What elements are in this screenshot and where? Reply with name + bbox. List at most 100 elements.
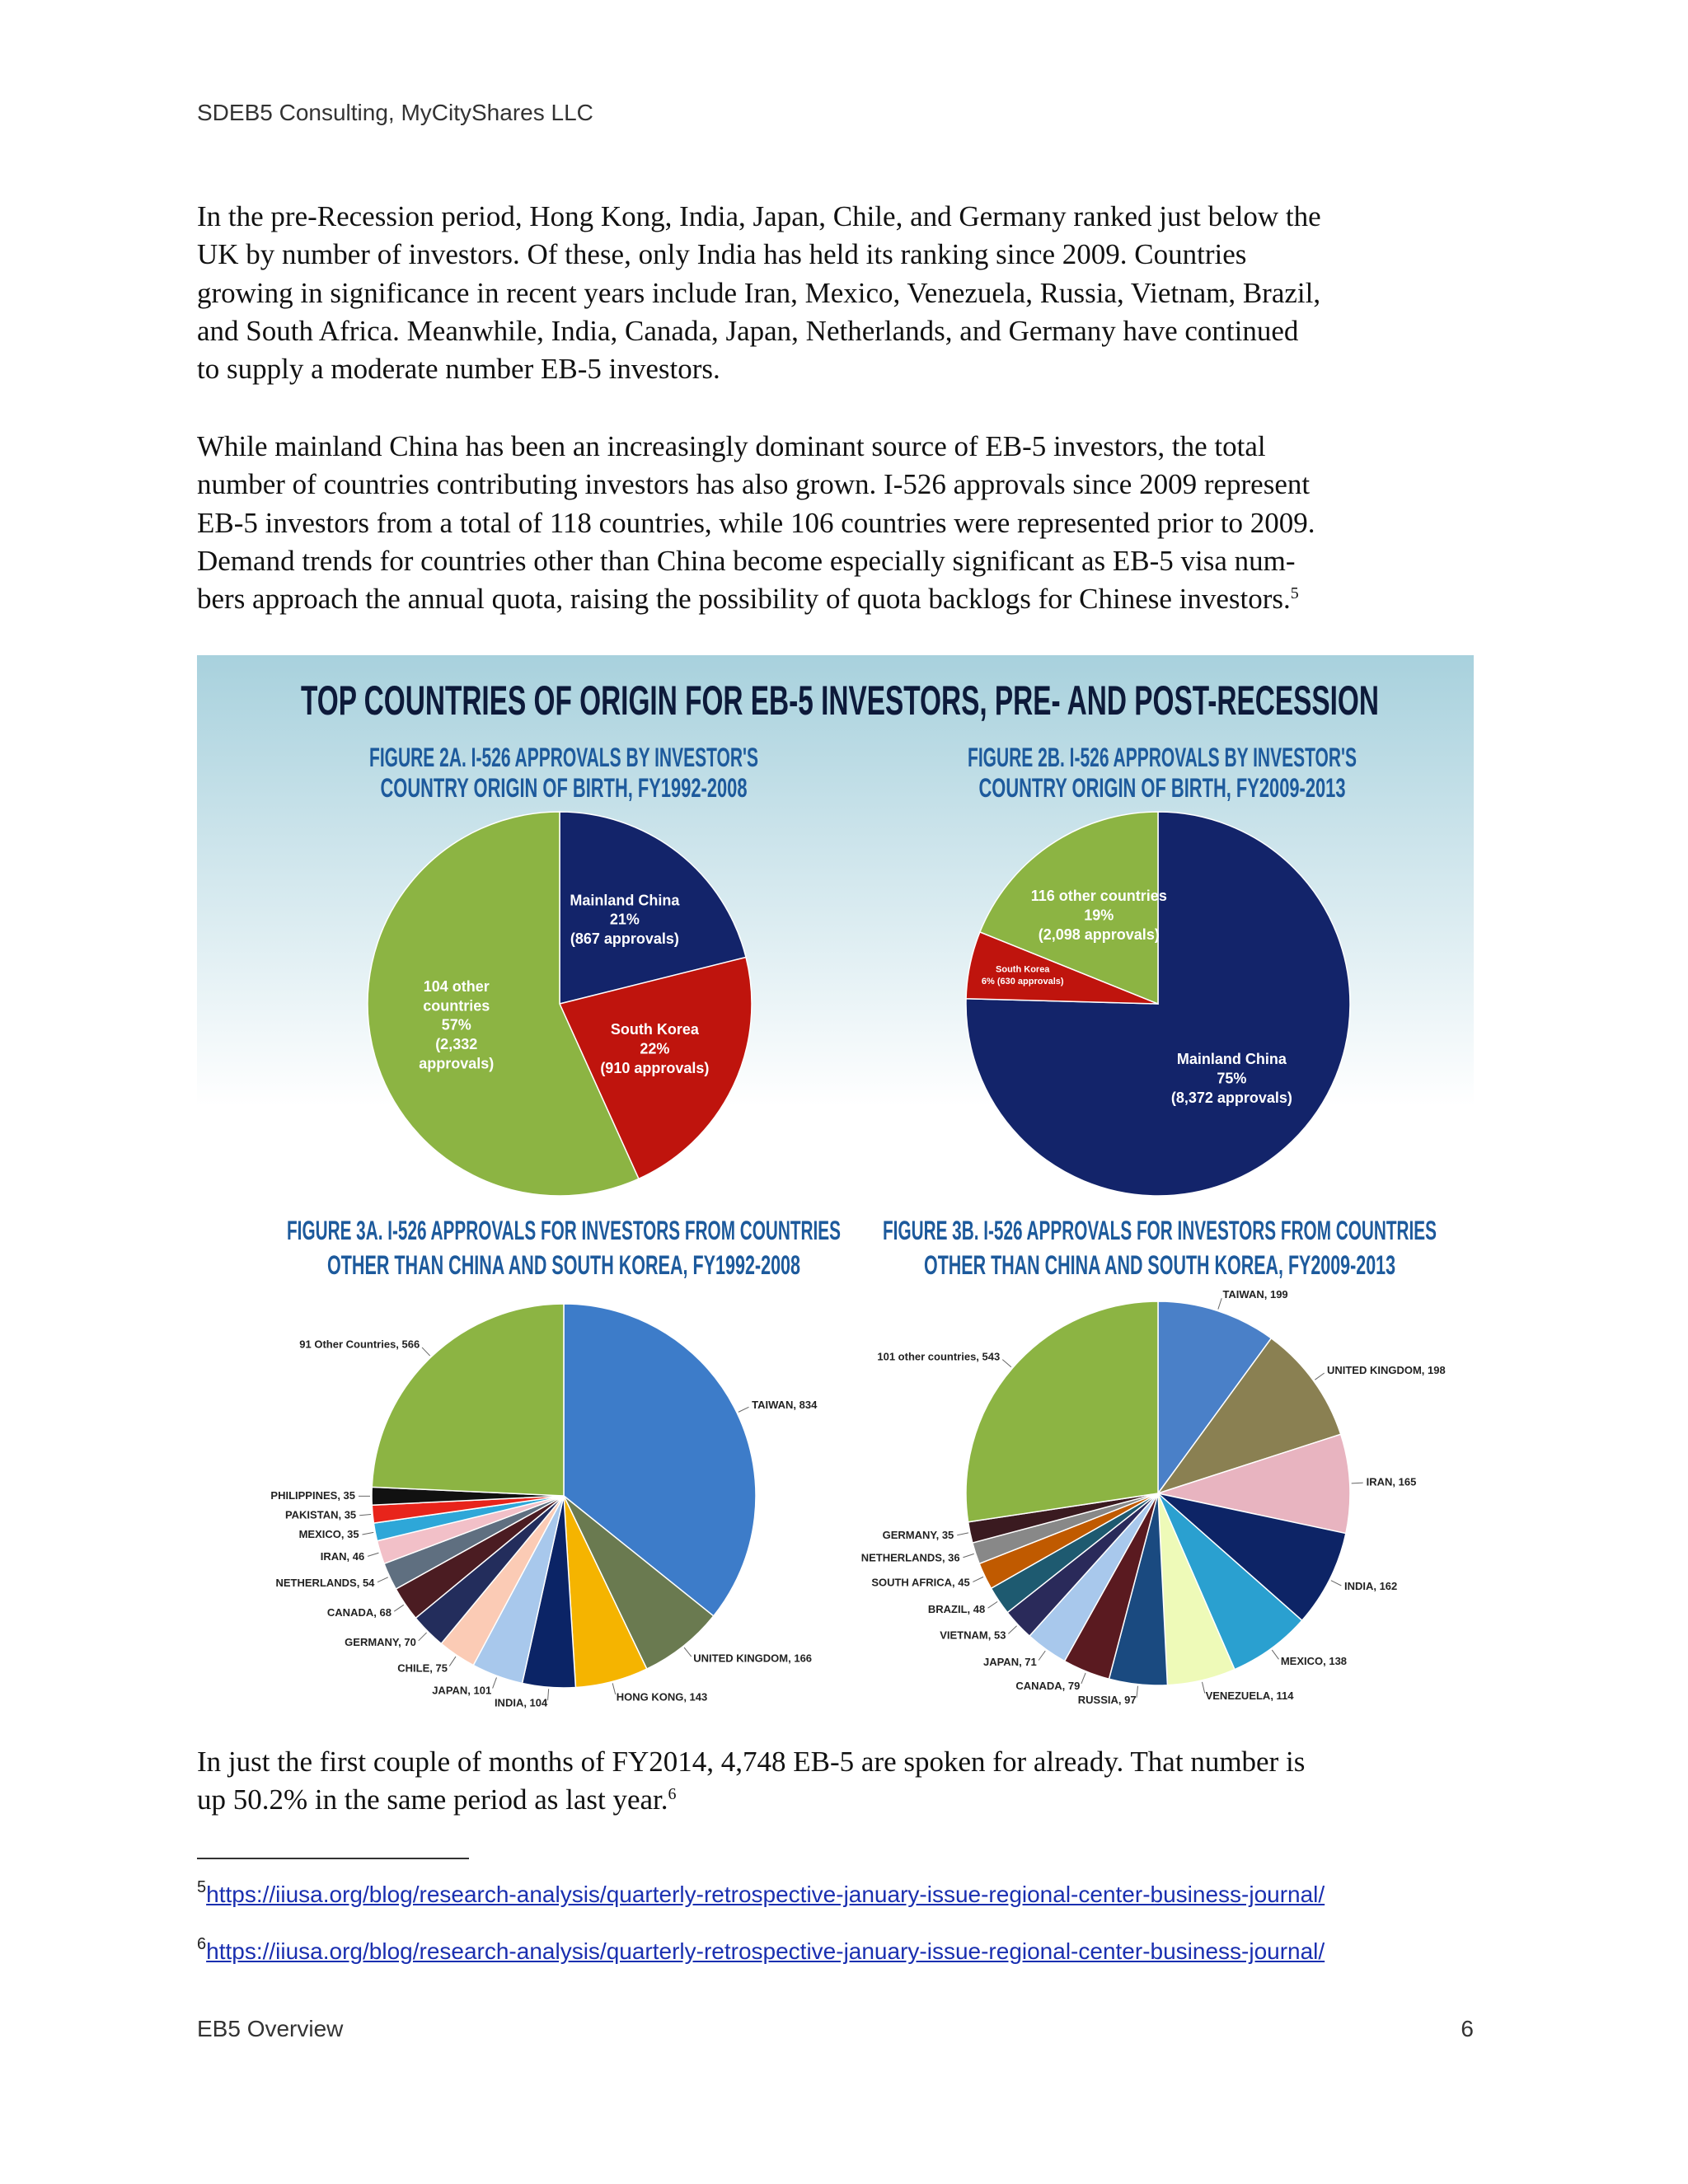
slice-label: TAIWAN, 199 bbox=[1222, 1288, 1287, 1301]
leader-line bbox=[957, 1532, 969, 1536]
chart-title: FIGURE 2A. I-526 APPROVALS BY INVESTOR'S bbox=[369, 743, 758, 772]
slice-label: (8,372 approvals) bbox=[1171, 1090, 1292, 1106]
slice-label: 21% bbox=[610, 912, 640, 928]
slice-label: INDIA, 104 bbox=[495, 1697, 548, 1709]
slice-label: IRAN, 46 bbox=[321, 1550, 364, 1563]
line-text: bers approach the annual quota, raising … bbox=[197, 583, 1291, 616]
line-text: growing in significance in recent years … bbox=[197, 276, 1321, 309]
leader-line bbox=[963, 1553, 974, 1558]
slice-label: MEXICO, 138 bbox=[1281, 1655, 1347, 1667]
footnote-number: 6 bbox=[197, 1935, 207, 1953]
slice-label: (867 approvals) bbox=[570, 930, 679, 947]
slice-label: BRAZIL, 48 bbox=[928, 1603, 985, 1615]
text-line: EB-5 investors from a total of 118 count… bbox=[197, 504, 1483, 542]
footnote-link[interactable]: https://iiusa.org/blog/research-analysis… bbox=[206, 1938, 1325, 1964]
slice-label: SOUTH AFRICA, 45 bbox=[871, 1577, 969, 1589]
paragraph: In the pre-Recession period, Hong Kong, … bbox=[197, 198, 1483, 388]
footnote-link[interactable]: https://iiusa.org/blog/research-analysis… bbox=[206, 1882, 1325, 1907]
leader-line bbox=[362, 1531, 374, 1535]
chart-title: FIGURE 3B. I-526 APPROVALS FOR INVESTORS… bbox=[883, 1216, 1437, 1245]
pie-slice bbox=[371, 1303, 565, 1497]
chart-title: FIGURE 3A. I-526 APPROVALS FOR INVESTORS… bbox=[287, 1216, 841, 1245]
pie-slice bbox=[563, 1495, 715, 1671]
infographic: TOP COUNTRIES OF ORIGIN FOR EB-5 INVESTO… bbox=[197, 655, 1474, 1728]
slice-label: 19% bbox=[1084, 907, 1114, 924]
text-line: In the pre-Recession period, Hong Kong, … bbox=[197, 198, 1483, 236]
slice-label: South Korea bbox=[996, 965, 1050, 975]
slice-label: IRAN, 165 bbox=[1367, 1475, 1417, 1488]
chart-title: FIGURE 2B. I-526 APPROVALS BY INVESTOR'S bbox=[968, 743, 1357, 772]
chart-title: COUNTRY ORIGIN OF BIRTH, FY1992-2008 bbox=[381, 773, 748, 803]
leader-line bbox=[683, 1647, 692, 1657]
pie-slice bbox=[559, 811, 747, 1005]
slice-label: VENEZUELA, 114 bbox=[1206, 1690, 1295, 1702]
line-text: In just the first couple of months of FY… bbox=[197, 1746, 1306, 1778]
slice-label: GERMANY, 70 bbox=[345, 1636, 416, 1648]
chart-title: OTHER THAN CHINA AND SOUTH KOREA, FY1992… bbox=[327, 1250, 800, 1280]
leader-line bbox=[448, 1656, 457, 1666]
footnote-ref: 5 bbox=[1290, 584, 1299, 603]
slice-label: GERMANY, 35 bbox=[883, 1529, 954, 1541]
line-text: up 50.2% in the same period as last year… bbox=[197, 1783, 668, 1816]
pie-slice bbox=[1156, 1337, 1342, 1495]
slice-label: (910 approvals) bbox=[600, 1060, 709, 1076]
line-text: and South Africa. Meanwhile, India, Cana… bbox=[197, 314, 1299, 347]
slice-label: JAPAN, 71 bbox=[983, 1656, 1037, 1668]
slice-label: INDIA, 162 bbox=[1344, 1580, 1397, 1592]
slice-label: 91 Other Countries, 566 bbox=[299, 1338, 420, 1350]
leader-line bbox=[421, 1347, 431, 1357]
slice-label: PAKISTAN, 35 bbox=[285, 1509, 356, 1521]
text-line: bers approach the annual quota, raising … bbox=[197, 580, 1483, 618]
leader-line bbox=[612, 1683, 617, 1695]
slice-label: MEXICO, 35 bbox=[299, 1528, 359, 1540]
slice-label: NETHERLANDS, 54 bbox=[276, 1577, 376, 1589]
leader-line bbox=[377, 1577, 388, 1583]
line-text: In the pre-Recession period, Hong Kong, … bbox=[197, 200, 1321, 232]
slice-label: South Korea bbox=[611, 1021, 700, 1038]
slice-label: UNITED KINGDOM, 166 bbox=[693, 1652, 812, 1665]
leader-line bbox=[547, 1689, 550, 1701]
leader-line bbox=[973, 1576, 984, 1582]
slice-label: 75% bbox=[1217, 1071, 1246, 1087]
page-number: 6 bbox=[1461, 2016, 1474, 2041]
text-line: up 50.2% in the same period as last year… bbox=[197, 1781, 1483, 1819]
leader-line bbox=[1081, 1672, 1086, 1685]
leader-line bbox=[1271, 1649, 1279, 1660]
pie-slice bbox=[1157, 1493, 1303, 1671]
slice-label: TAIWAN, 834 bbox=[752, 1399, 818, 1411]
leader-line bbox=[1217, 1298, 1222, 1310]
slice-label: (2,098 approvals) bbox=[1039, 926, 1160, 943]
paragraph: In just the first couple of months of FY… bbox=[197, 1743, 1483, 1820]
chart-title: COUNTRY ORIGIN OF BIRTH, FY2009-2013 bbox=[979, 773, 1346, 803]
footnote-number: 5 bbox=[197, 1878, 207, 1896]
pie-slice bbox=[965, 1301, 1159, 1523]
leader-line bbox=[1008, 1625, 1017, 1634]
slice-label: 6% (630 approvals) bbox=[982, 977, 1064, 987]
text-line: number of countries contributing investo… bbox=[197, 466, 1483, 504]
line-text: UK by number of investors. Of these, onl… bbox=[197, 238, 1247, 271]
leader-line bbox=[492, 1677, 497, 1689]
leader-line bbox=[1202, 1681, 1206, 1694]
leader-line bbox=[1330, 1580, 1342, 1586]
text-line: and South Africa. Meanwhile, India, Cana… bbox=[197, 312, 1483, 350]
slice-label: 22% bbox=[640, 1041, 669, 1057]
slice-label: countries bbox=[423, 997, 490, 1014]
slice-label: CANADA, 68 bbox=[327, 1606, 392, 1619]
paragraph: While mainland China has been an increas… bbox=[197, 428, 1483, 618]
slice-label: (2,332 bbox=[435, 1036, 477, 1052]
pie-slice bbox=[367, 811, 640, 1197]
slice-label: approvals) bbox=[419, 1056, 494, 1072]
slice-label: 101 other countries, 543 bbox=[877, 1350, 1000, 1362]
line-text: to supply a moderate number EB-5 investo… bbox=[197, 353, 720, 386]
leader-line bbox=[987, 1601, 998, 1609]
infographic-title: TOP COUNTRIES OF ORIGIN FOR EB-5 INVESTO… bbox=[301, 677, 1379, 724]
leader-line bbox=[1315, 1372, 1325, 1380]
slice-label: 104 other bbox=[424, 978, 490, 995]
slice-label: Mainland China bbox=[1177, 1051, 1287, 1067]
leader-line bbox=[393, 1604, 405, 1612]
pie-slice bbox=[1156, 1433, 1351, 1535]
leader-line bbox=[367, 1552, 379, 1557]
text-line: to supply a moderate number EB-5 investo… bbox=[197, 350, 1483, 388]
line-text: EB-5 investors from a total of 118 count… bbox=[197, 506, 1315, 539]
